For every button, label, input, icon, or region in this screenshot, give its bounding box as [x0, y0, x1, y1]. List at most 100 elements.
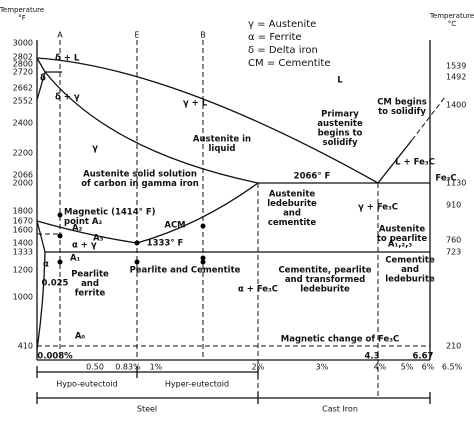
axis-title: Temperature: [429, 12, 474, 20]
range-label: Steel: [137, 405, 157, 414]
axis-title: °C: [448, 20, 457, 28]
region-label: ACM: [164, 221, 185, 231]
bottom-tick-label: 6%: [422, 363, 435, 372]
region-label: and: [283, 209, 301, 219]
range-label: Hypo-eutectoid: [56, 380, 118, 389]
region-label: and transformed: [285, 275, 365, 285]
region-label: 2066° F: [294, 172, 331, 182]
region-label: δ: [40, 74, 46, 84]
region-label: point A₂: [64, 217, 102, 227]
region-label: ledeburite: [385, 275, 435, 285]
region-label: solidify: [323, 138, 358, 148]
region-label: α: [43, 260, 49, 270]
range-label: Hyper-eutectoid: [165, 380, 229, 389]
bottom-tick-label: 6.5%: [442, 363, 463, 372]
region-label: A₃: [93, 234, 104, 244]
region-label: α + γ: [72, 241, 97, 251]
region-label: to solidify: [378, 107, 426, 117]
region-label: Magnetic (1414° F): [64, 208, 156, 218]
region-label: cementite: [268, 218, 317, 228]
right-tick-label: 1400: [446, 101, 466, 110]
region-label: δ + L: [55, 54, 80, 64]
left-tick-label: 2720: [13, 68, 33, 77]
right-tick-label: 210: [446, 342, 461, 351]
legend-entry: δ = Delta iron: [248, 45, 318, 56]
bottom-tick-label: 1%: [150, 363, 163, 372]
region-label: A₁,₂,₃: [388, 240, 412, 250]
region-label: Pearlite and Cementite: [130, 266, 241, 276]
region-label: γ: [92, 144, 98, 154]
axis-title: Temperature: [0, 6, 44, 14]
right-tick-label: 910: [446, 201, 461, 210]
left-tick-label: 410: [18, 342, 33, 351]
bottom-tick-label: 5%: [401, 363, 414, 372]
region-label: and: [81, 279, 99, 289]
legend-entry: γ = Austenite: [248, 19, 316, 30]
region-label: ledeburite: [300, 285, 350, 295]
right-tick-label: 723: [446, 248, 461, 257]
left-tick-label: 1800: [13, 207, 33, 216]
composition-label: B: [200, 31, 206, 40]
region-label: of carbon in gamma iron: [81, 179, 199, 189]
region-label: Austenite in: [193, 135, 251, 145]
region-label: δ + γ: [55, 93, 80, 103]
region-label: Cementite, pearlite: [278, 266, 371, 276]
left-tick-label: 2802: [13, 53, 33, 62]
region-label: 6.67: [413, 352, 434, 362]
left-tick-label: 2000: [13, 179, 33, 188]
legend-entry: α = Ferrite: [248, 32, 302, 43]
bottom-tick-label: 0.83%: [115, 363, 141, 372]
region-label: A₂: [72, 224, 83, 234]
left-tick-label: 2800: [13, 60, 33, 69]
left-tick-label: 2662: [13, 84, 33, 93]
region-label: and: [401, 265, 419, 275]
region-label: Primary: [321, 110, 359, 120]
region-label: Pearlite: [71, 270, 109, 280]
bottom-tick-label: 2%: [252, 363, 265, 372]
right-tick-label: 1130: [446, 179, 466, 188]
left-tick-label: 1400: [13, 239, 33, 248]
region-label: A₀: [75, 332, 86, 342]
region-label: CM begins: [377, 98, 427, 108]
region-label: 1333° F: [147, 239, 184, 249]
left-tick-label: 2400: [13, 119, 33, 128]
right-tick-label: 1492: [446, 73, 466, 82]
region-label: A₁: [70, 254, 81, 264]
axis-title: °F: [18, 14, 26, 22]
legend-entry: CM = Cementite: [248, 58, 331, 69]
region-label: 4.3: [364, 352, 379, 362]
region-label: L: [337, 76, 343, 86]
bottom-tick-label: 0.50: [86, 363, 104, 372]
composition-label: E: [134, 31, 139, 40]
bottom-tick-label: 4%: [374, 363, 387, 372]
region-label: austenite: [317, 119, 363, 129]
left-tick-label: 2552: [13, 97, 33, 106]
region-label: ledeburite: [267, 199, 317, 209]
region-label: 0.025: [42, 279, 69, 289]
region-label: Austenite: [379, 225, 426, 235]
region-label: liquid: [209, 144, 236, 154]
region-label: ferrite: [75, 289, 106, 299]
region-label: begins to: [318, 129, 363, 139]
region-label: to pearlite: [377, 234, 428, 244]
left-tick-label: 1000: [13, 293, 33, 302]
left-tick-label: 2200: [13, 149, 33, 158]
left-tick-label: 2066: [13, 171, 33, 180]
left-tick-label: 3000: [13, 39, 33, 48]
region-label: Austenite solid solution: [83, 170, 197, 180]
left-tick-label: 1670: [13, 217, 33, 226]
bottom-tick-label: 3%: [316, 363, 329, 372]
right-tick-label: 760: [446, 236, 461, 245]
region-label: γ + L: [183, 99, 208, 109]
left-tick-label: 1200: [13, 266, 33, 275]
left-tick-label: 1600: [13, 226, 33, 235]
curves: [36, 40, 446, 404]
composition-label: A: [57, 31, 63, 40]
region-label: Austenite: [269, 190, 316, 200]
range-label: Cast Iron: [322, 405, 358, 414]
region-label: γ + Fe₃C: [358, 203, 398, 213]
region-label: 0.008%: [37, 352, 73, 362]
region-label: Cementite: [385, 256, 435, 266]
region-label: Magnetic change of Fe₃C: [281, 335, 399, 345]
